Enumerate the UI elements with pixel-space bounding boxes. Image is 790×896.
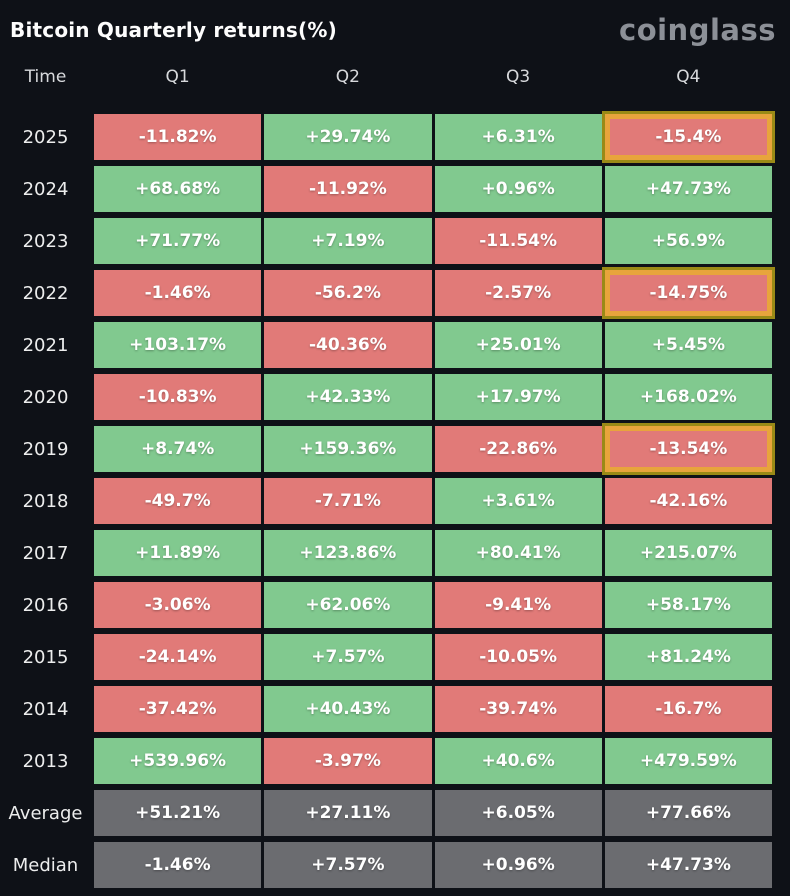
row-label-2014: 2014 xyxy=(22,698,69,720)
return-cell-2024-q3: +0.96% xyxy=(434,166,602,212)
return-cell-2025-q1: -11.82% xyxy=(94,114,262,160)
return-cell-2015-q2: +7.57% xyxy=(264,634,432,680)
return-cell-2021-q2: -40.36% xyxy=(264,322,432,368)
row-label-2024: 2024 xyxy=(22,178,69,200)
column-header-q3: Q3 xyxy=(506,67,531,87)
return-cell-average-q3: +6.05% xyxy=(434,790,602,836)
return-cell-2020-q3: +17.97% xyxy=(434,374,602,420)
return-cell-2024-q1: +68.68% xyxy=(94,166,262,212)
return-cell-2017-q1: +11.89% xyxy=(94,530,262,576)
return-cell-2021-q4: +5.45% xyxy=(604,322,772,368)
return-cell-2017-q4: +215.07% xyxy=(604,530,772,576)
return-cell-2022-q1: -1.46% xyxy=(94,270,262,316)
return-cell-2025-q3: +6.31% xyxy=(434,114,602,160)
return-cell-2013-q1: +539.96% xyxy=(94,738,262,784)
return-cell-2024-q2: -11.92% xyxy=(264,166,432,212)
row-label-2022: 2022 xyxy=(22,282,69,304)
column-header-time: Time xyxy=(24,67,67,87)
return-cell-2024-q4: +47.73% xyxy=(604,166,772,212)
column-header-q2: Q2 xyxy=(335,67,360,87)
row-label-2025: 2025 xyxy=(22,126,69,148)
return-cell-2018-q3: +3.61% xyxy=(434,478,602,524)
return-cell-2022-q4: -14.75% xyxy=(604,270,772,316)
row-label-2015: 2015 xyxy=(22,646,69,668)
return-cell-2019-q4: -13.54% xyxy=(604,426,772,472)
return-cell-2016-q3: -9.41% xyxy=(434,582,602,628)
row-label-2016: 2016 xyxy=(22,594,69,616)
column-header-q1: Q1 xyxy=(165,67,190,87)
column-header-q4: Q4 xyxy=(676,67,701,87)
return-cell-2013-q2: -3.97% xyxy=(264,738,432,784)
row-label-2023: 2023 xyxy=(22,230,69,252)
row-label-2013: 2013 xyxy=(22,750,69,772)
row-label-average: Average xyxy=(8,802,83,824)
return-cell-2020-q4: +168.02% xyxy=(604,374,772,420)
return-cell-2013-q3: +40.6% xyxy=(434,738,602,784)
return-cell-2017-q3: +80.41% xyxy=(434,530,602,576)
return-cell-average-q4: +77.66% xyxy=(604,790,772,836)
return-cell-2025-q2: +29.74% xyxy=(264,114,432,160)
row-label-2021: 2021 xyxy=(22,334,69,356)
row-label-2017: 2017 xyxy=(22,542,69,564)
return-cell-2016-q1: -3.06% xyxy=(94,582,262,628)
return-cell-2018-q2: -7.71% xyxy=(264,478,432,524)
return-cell-2023-q2: +7.19% xyxy=(264,218,432,264)
return-cell-2023-q4: +56.9% xyxy=(604,218,772,264)
return-cell-2020-q2: +42.33% xyxy=(264,374,432,420)
return-cell-2018-q1: -49.7% xyxy=(94,478,262,524)
return-cell-median-q2: +7.57% xyxy=(264,842,432,888)
return-cell-2016-q4: +58.17% xyxy=(604,582,772,628)
return-cell-2014-q4: -16.7% xyxy=(604,686,772,732)
return-cell-2023-q3: -11.54% xyxy=(434,218,602,264)
return-cell-2017-q2: +123.86% xyxy=(264,530,432,576)
return-cell-2025-q4: -15.4% xyxy=(604,114,772,160)
return-cell-2021-q3: +25.01% xyxy=(434,322,602,368)
return-cell-average-q1: +51.21% xyxy=(94,790,262,836)
return-cell-2015-q4: +81.24% xyxy=(604,634,772,680)
return-cell-2019-q1: +8.74% xyxy=(94,426,262,472)
return-cell-2022-q2: -56.2% xyxy=(264,270,432,316)
return-cell-2015-q3: -10.05% xyxy=(434,634,602,680)
return-cell-2023-q1: +71.77% xyxy=(94,218,262,264)
return-cell-2019-q3: -22.86% xyxy=(434,426,602,472)
return-cell-2014-q3: -39.74% xyxy=(434,686,602,732)
row-label-2020: 2020 xyxy=(22,386,69,408)
return-cell-2013-q4: +479.59% xyxy=(604,738,772,784)
coinglass-logo[interactable]: coinglass xyxy=(619,13,776,47)
return-cell-median-q4: +47.73% xyxy=(604,842,772,888)
return-cell-2021-q1: +103.17% xyxy=(94,322,262,368)
return-cell-2014-q1: -37.42% xyxy=(94,686,262,732)
return-cell-2019-q2: +159.36% xyxy=(264,426,432,472)
return-cell-2016-q2: +62.06% xyxy=(264,582,432,628)
page-title: Bitcoin Quarterly returns(%) xyxy=(10,18,337,42)
return-cell-2020-q1: -10.83% xyxy=(94,374,262,420)
title-bar: Bitcoin Quarterly returns(%) coinglass xyxy=(0,0,790,58)
return-cell-2014-q2: +40.43% xyxy=(264,686,432,732)
returns-table: Time Q1 Q2 Q3 Q4 2025 -11.82% +29.74% +6.31% -15.… xyxy=(0,62,790,896)
row-label-2019: 2019 xyxy=(22,438,69,460)
return-cell-median-q1: -1.46% xyxy=(94,842,262,888)
row-label-median: Median xyxy=(12,854,79,876)
row-label-2018: 2018 xyxy=(22,490,69,512)
return-cell-median-q3: +0.96% xyxy=(434,842,602,888)
return-cell-2018-q4: -42.16% xyxy=(604,478,772,524)
return-cell-2022-q3: -2.57% xyxy=(434,270,602,316)
return-cell-average-q2: +27.11% xyxy=(264,790,432,836)
return-cell-2015-q1: -24.14% xyxy=(94,634,262,680)
